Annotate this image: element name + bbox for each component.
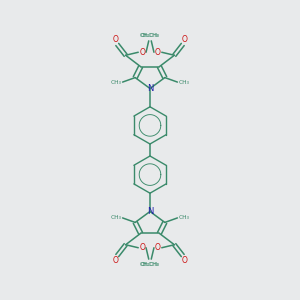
Text: O: O — [154, 243, 160, 252]
Text: CH₂CH₃: CH₂CH₃ — [141, 33, 160, 38]
Text: O: O — [113, 34, 119, 43]
Text: CH₃: CH₃ — [110, 80, 122, 85]
Text: O: O — [181, 256, 187, 266]
Text: O: O — [154, 48, 160, 57]
Text: CH₂CH₃: CH₂CH₃ — [140, 33, 159, 38]
Text: O: O — [140, 243, 146, 252]
Text: CH₂CH₃: CH₂CH₃ — [140, 262, 159, 267]
Text: CH₃: CH₃ — [178, 80, 190, 85]
Text: N: N — [147, 84, 153, 93]
Text: O: O — [181, 34, 187, 43]
Text: N: N — [147, 207, 153, 216]
Text: CH₃: CH₃ — [178, 215, 190, 220]
Text: CH₂CH₃: CH₂CH₃ — [141, 262, 160, 267]
Text: O: O — [140, 48, 146, 57]
Text: CH₃: CH₃ — [110, 215, 122, 220]
Text: O: O — [113, 256, 119, 266]
